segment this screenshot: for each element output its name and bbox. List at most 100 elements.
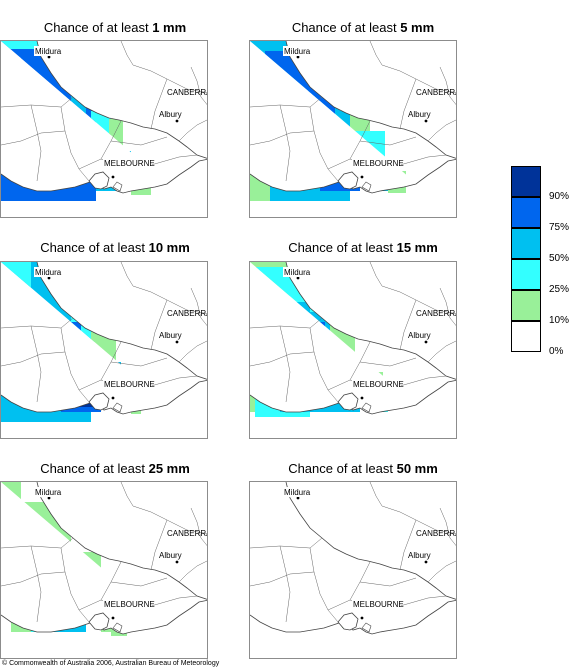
map-panel-15mm-label-albury-bg xyxy=(407,330,441,340)
map-panel-50mm-nsw-region-boundary xyxy=(369,482,456,534)
legend-label-0: 0% xyxy=(549,346,564,357)
map-panel-15mm-nsw-region-boundary xyxy=(427,340,456,363)
map-panel-10mm: Mildura CANBERRA Albury MELBOURNE xyxy=(0,261,208,439)
map-panel-10mm-nsw-region-boundary xyxy=(178,340,207,363)
map-panel-10mm-port-phillip-bay xyxy=(88,392,110,411)
legend-label-90: 90% xyxy=(549,191,570,202)
map-panel-15mm-port-phillip-bay xyxy=(337,392,359,411)
map-panel-25mm-district-boundary xyxy=(1,537,74,549)
map-panel-5mm-boundaries: Mildura CANBERRA Albury MELBOURNE xyxy=(250,41,456,194)
map-panel-5mm: Mildura CANBERRA Albury MELBOURNE xyxy=(249,40,457,218)
legend-swatch-75 xyxy=(511,197,541,228)
map-panel-50mm-state-border xyxy=(285,482,456,600)
map-panel-10mm-nsw-region-boundary xyxy=(120,262,207,314)
map-panel-25mm-district-boundary xyxy=(110,577,168,587)
map-panel-1mm-albury-marker xyxy=(175,119,179,123)
map-panel-5mm-nsw-region-boundary xyxy=(439,66,456,105)
map-panel-25mm-nsw-region-boundary xyxy=(178,560,207,583)
map-panel-15mm-label-canberra: CANBERRA xyxy=(416,309,457,318)
map-panel-5mm-label-melbourne: MELBOURNE xyxy=(353,159,404,168)
legend-label-10: 10% xyxy=(549,315,570,326)
legend-label-75: 75% xyxy=(549,222,570,233)
map-panel-1mm-nsw-region-boundary xyxy=(150,78,168,130)
map-panel-50mm-label-albury-bg xyxy=(407,550,441,560)
panel-title-25mm: Chance of at least 25 mm xyxy=(40,461,190,476)
map-panel-15mm-nsw-region-boundary xyxy=(369,262,456,314)
map-panel-15mm-label-melbourne: MELBOURNE xyxy=(353,380,404,389)
map-panel-1mm-melbourne-marker xyxy=(111,175,115,179)
map-panel-1mm-district-boundary xyxy=(60,106,90,182)
map-panel-5mm-district-boundary xyxy=(250,96,323,108)
map-panel-25mm-western-port xyxy=(112,622,123,633)
map-panel-50mm-coastline xyxy=(250,599,456,635)
map-panel-15mm-boundaries: Mildura CANBERRA Albury MELBOURNE xyxy=(250,262,457,415)
map-panel-5mm-nsw-region-boundary xyxy=(369,41,456,93)
panel-title-5mm: Chance of at least 5 mm xyxy=(291,20,435,35)
map-panel-25mm-svg: Mildura CANBERRA Albury MELBOURNE xyxy=(1,482,207,636)
map-panel-1mm-nsw-region-boundary xyxy=(190,66,207,105)
map-panel-1mm-state-border xyxy=(36,41,207,159)
map-panel-10mm-coastline xyxy=(1,379,207,415)
map-panel-25mm-district-boundary xyxy=(60,547,90,623)
map-panel-25mm-albury-marker xyxy=(175,560,179,564)
map-panel-5mm-albury-marker xyxy=(424,119,428,123)
map-panel-50mm-western-port xyxy=(361,622,372,633)
map-panel-10mm-district-boundary xyxy=(78,341,122,391)
map-panel-10mm-district-boundary xyxy=(30,325,42,403)
map-panel-50mm-nsw-region-boundary xyxy=(427,560,456,583)
map-panel-1mm-nsw-region-boundary xyxy=(120,41,207,93)
map-panel-25mm-melbourne-marker xyxy=(111,616,115,620)
map-panel-50mm-label-albury: Albury xyxy=(408,551,431,560)
map-panel-25mm-nsw-region-boundary xyxy=(150,519,168,571)
map-panel-1mm-district-boundary xyxy=(30,104,42,182)
map-panel-10mm-label-mildura: Mildura xyxy=(35,268,62,277)
map-panel-15mm-albury-marker xyxy=(424,340,428,344)
map-panel-5mm-nsw-region-boundary xyxy=(399,78,417,130)
legend-swatch-0 xyxy=(511,321,541,352)
map-panel-50mm-district-boundary xyxy=(309,547,339,623)
legend-label-25: 25% xyxy=(549,284,570,295)
panel-title-1mm: Chance of at least 1 mm xyxy=(43,20,187,35)
map-panel-5mm-label-mildura-bg xyxy=(283,46,322,56)
map-panel-15mm-label-mildura-bg xyxy=(283,267,322,277)
map-panel-15mm-district-boundary xyxy=(250,317,323,329)
map-panel-10mm-boundaries: Mildura CANBERRA Albury MELBOURNE xyxy=(1,262,208,415)
map-panel-25mm-coastline xyxy=(1,599,207,635)
map-panel-25mm-nsw-region-boundary xyxy=(190,507,207,546)
map-panel-50mm-label-melbourne: MELBOURNE xyxy=(353,600,404,609)
map-panel-5mm-district-boundary xyxy=(309,106,339,182)
map-panel-50mm-label-melbourne-bg xyxy=(352,599,401,609)
map-panel-10mm-label-melbourne-bg xyxy=(103,379,152,389)
map-panel-10mm-district-boundary xyxy=(1,317,74,329)
map-panel-1mm-district-boundary xyxy=(78,120,122,170)
map-panel-1mm-label-mildura-bg xyxy=(34,46,73,56)
map-panel-5mm-district-boundary xyxy=(327,120,371,170)
map-panel-50mm-district-boundary xyxy=(250,537,323,549)
map-panel-1mm-label-melbourne: MELBOURNE xyxy=(104,159,155,168)
map-panel-25mm-label-melbourne-bg xyxy=(103,599,152,609)
map-panel-1mm-grid-cell xyxy=(81,41,101,91)
map-panel-15mm-state-border xyxy=(285,262,456,380)
map-panel-15mm-nsw-region-boundary xyxy=(399,299,417,351)
map-panel-5mm-svg: Mildura CANBERRA Albury MELBOURNE xyxy=(250,41,456,201)
map-panel-5mm-district-boundary xyxy=(279,104,291,182)
map-panel-5mm-label-albury-bg xyxy=(407,109,441,119)
map-panel-10mm-label-mildura-bg xyxy=(34,267,73,277)
map-panel-15mm-district-boundary xyxy=(359,357,417,367)
map-panel-50mm-nsw-region-boundary xyxy=(399,519,417,571)
map-panel-1mm-svg: Mildura CANBERRA Albury MELBOURNE xyxy=(1,41,208,201)
map-panel-15mm-district-boundary xyxy=(327,341,371,391)
map-panel-25mm-label-albury-bg xyxy=(158,550,192,560)
map-panel-10mm-albury-marker xyxy=(175,340,179,344)
map-panel-10mm-western-port xyxy=(112,402,123,413)
panel-title-15mm: Chance of at least 15 mm xyxy=(288,240,438,255)
map-panel-10mm-label-canberra: CANBERRA xyxy=(167,309,208,318)
map-panel-50mm-label-mildura-bg xyxy=(283,487,322,497)
map-panel-25mm-mildura-marker xyxy=(47,496,51,500)
map-panel-25mm-label-albury: Albury xyxy=(159,551,182,560)
legend-swatch-25 xyxy=(511,259,541,290)
map-panel-1mm-label-canberra: CANBERRA xyxy=(167,88,208,97)
map-panel-5mm-mildura-marker xyxy=(296,55,300,59)
map-panel-15mm-western-port xyxy=(361,402,372,413)
map-panel-25mm-nsw-region-boundary xyxy=(120,482,207,534)
